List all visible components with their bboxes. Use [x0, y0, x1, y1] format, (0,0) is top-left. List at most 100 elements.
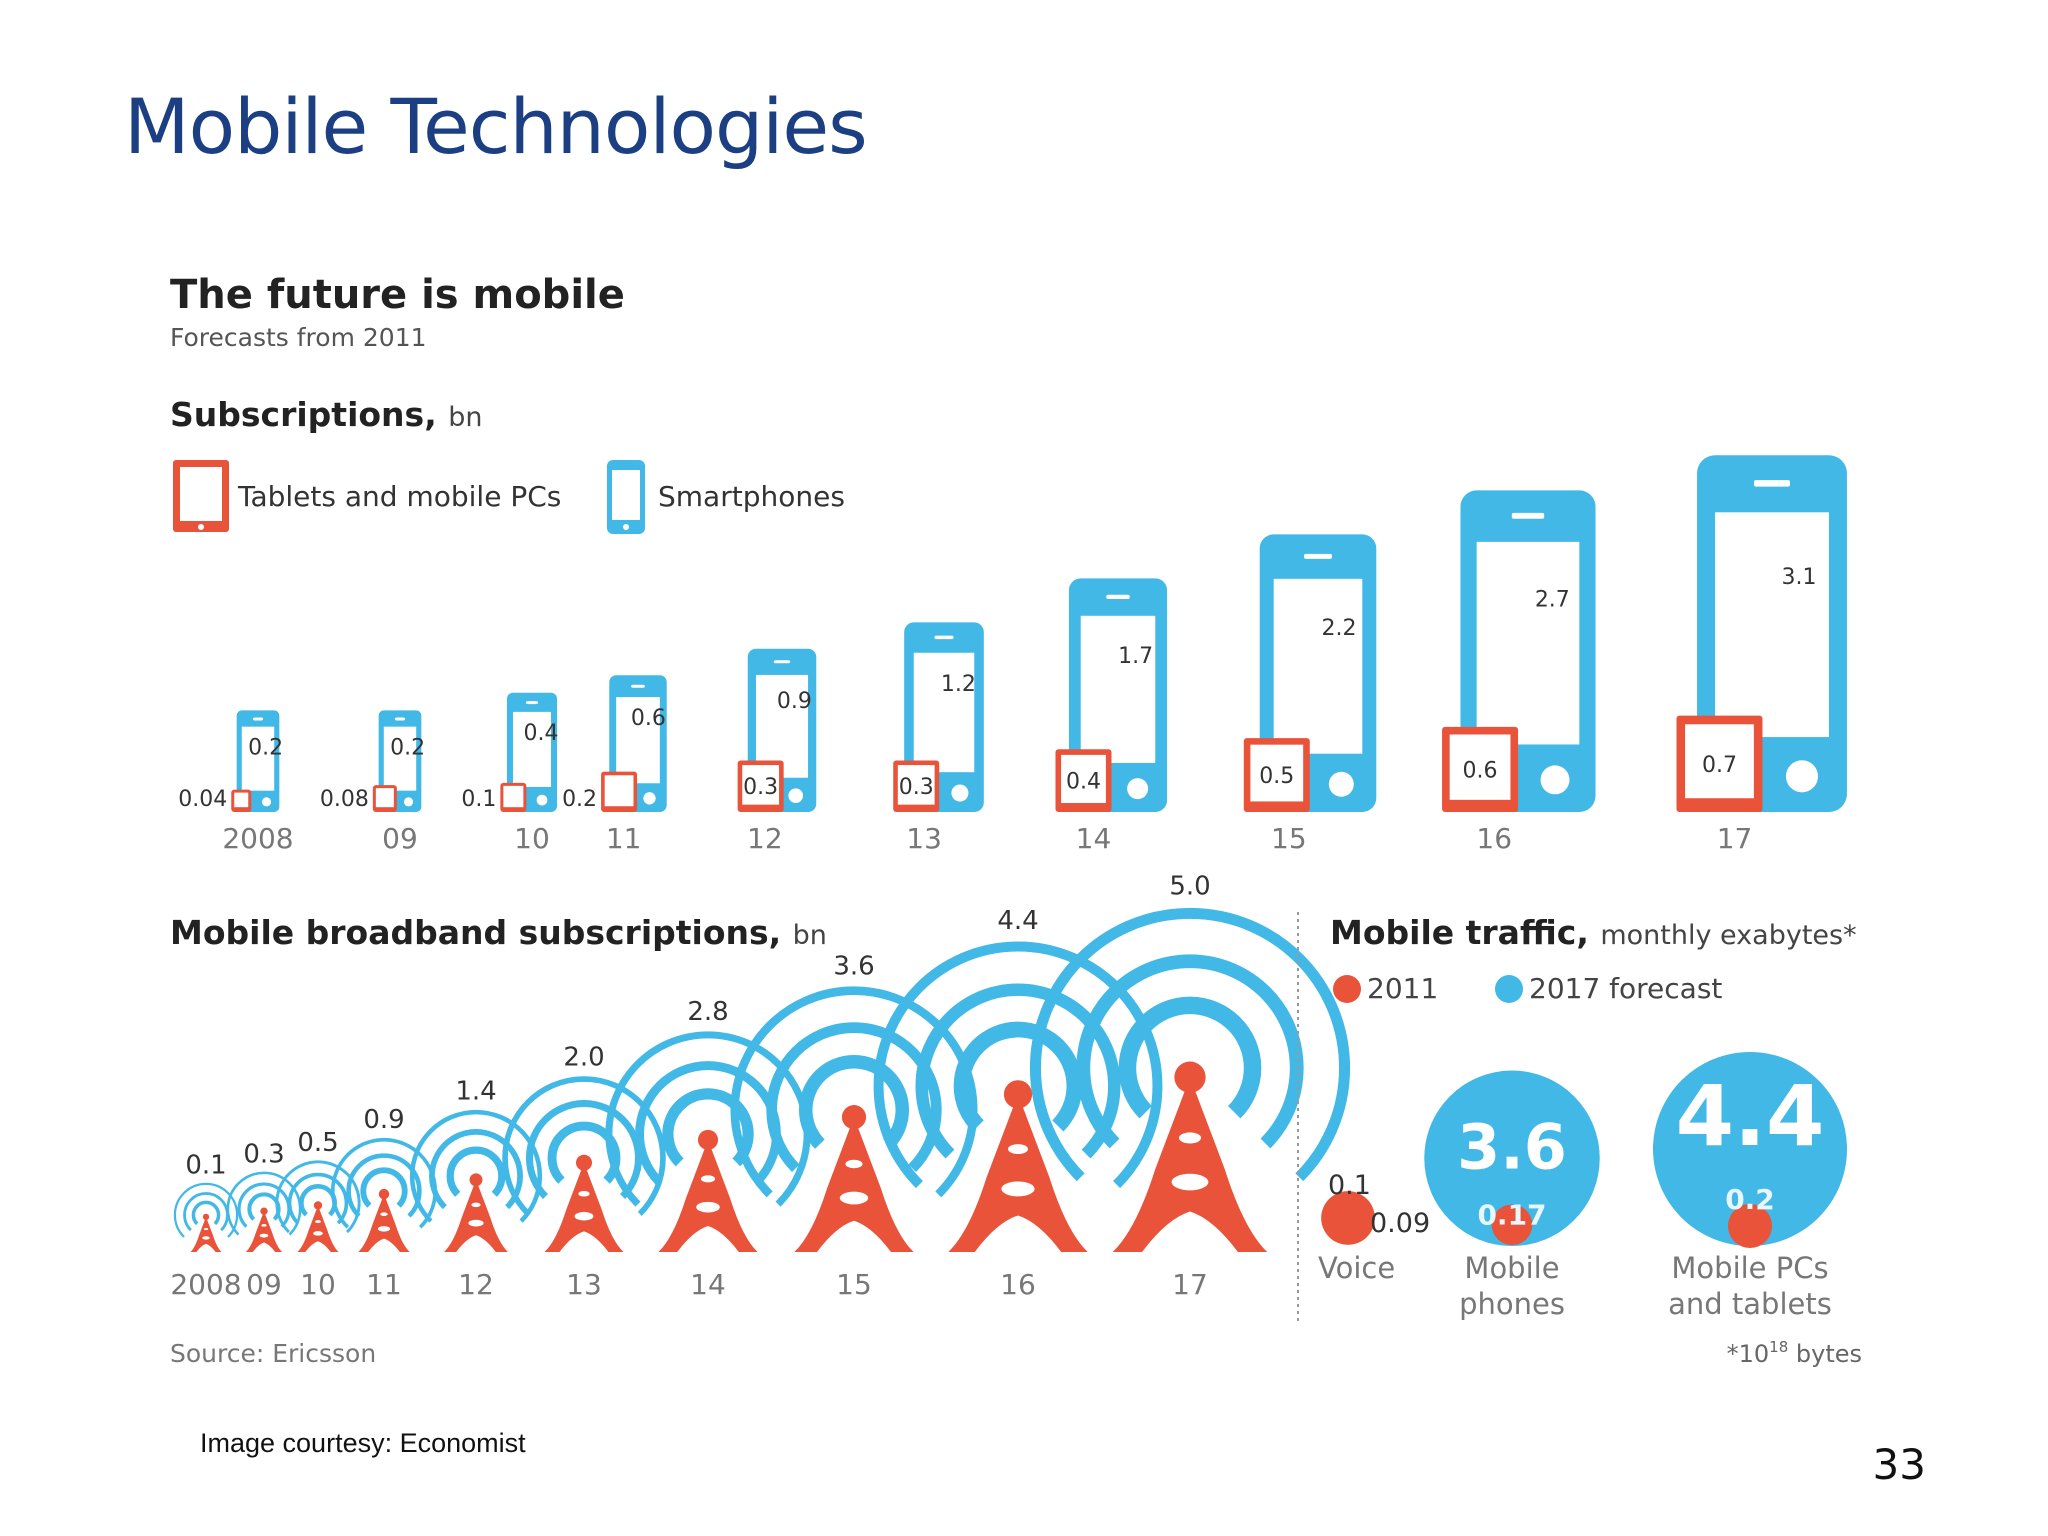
tablet-screen — [1685, 724, 1754, 799]
signal-arc — [605, 1031, 811, 1207]
tower-body — [444, 1179, 508, 1252]
broadband-year-label: 17 — [1172, 1268, 1208, 1301]
subscriptions-title: Subscriptions — [170, 395, 424, 434]
broadband-title: Mobile broadband subscriptions — [170, 913, 769, 952]
bytes-footnote: *1018 bytes — [1727, 1338, 1862, 1368]
subscriptions-chart: 0.2 0.04 2008 0.2 0.08 09 0.4 0.1 10 0.6 0.2 11 0.9 0… — [178, 455, 1847, 855]
tablet-value-label: 0.4 — [1066, 770, 1101, 795]
tower-antenna — [1003, 1080, 1033, 1109]
tower-antenna — [576, 1154, 592, 1171]
smartphone-screen — [1715, 512, 1829, 738]
infographic-subtitle: Forecasts from 2011 — [170, 323, 427, 352]
broadband-year-label: 11 — [366, 1268, 402, 1301]
traffic-2017-bubble — [1424, 1070, 1600, 1247]
smartphone-button — [1127, 778, 1149, 800]
signal-arc — [173, 1182, 239, 1238]
smartphone-bar-6: 1.7 — [1068, 578, 1168, 812]
source-note: Source: Ericsson — [170, 1339, 376, 1368]
traffic-2011-value: 0.09 — [1370, 1208, 1430, 1239]
traffic-2011-value: 0.17 — [1477, 1198, 1546, 1231]
tablet-value-label: 0.5 — [1259, 764, 1294, 789]
tablet-bar-7: 0.5 — [1243, 738, 1310, 812]
broadband-year-label: 2008 — [170, 1268, 241, 1301]
broadband-tower-3 — [330, 1138, 438, 1252]
traffic-2011-bubble — [1728, 1204, 1772, 1248]
tower-window — [1001, 1181, 1035, 1197]
broadband-value-label: 5.0 — [1169, 872, 1210, 902]
traffic-category-label: Mobile — [1464, 1251, 1559, 1285]
traffic-heading: Mobile traffic, monthly exabytes* — [1330, 913, 1857, 952]
tablet-screen — [234, 792, 249, 808]
signal-arc — [409, 1109, 543, 1223]
broadband-tower-5 — [502, 1076, 666, 1252]
signal-arc — [346, 1153, 422, 1218]
smartphone-screen — [383, 726, 417, 791]
subscriptions-unit: bn — [448, 402, 482, 433]
smartphone-speaker — [1754, 480, 1790, 487]
tablet-value-label: 0.3 — [899, 775, 934, 800]
smartphone-speaker — [525, 701, 539, 705]
traffic-bubble-0: 0.1 0.09 — [1321, 1170, 1430, 1245]
tablet-bar-2: 0.1 — [461, 782, 527, 812]
tablet-screen — [375, 788, 394, 808]
traffic-2017-value: 0.1 — [1328, 1170, 1371, 1201]
tower-window — [203, 1227, 209, 1231]
legend-tablets-label: Tablets and mobile PCs — [237, 480, 561, 513]
tablet-value-label: 0.7 — [1702, 753, 1737, 778]
broadband-value-label: 3.6 — [833, 951, 874, 981]
tablet-screen — [1250, 744, 1304, 802]
signal-arc — [662, 1088, 754, 1167]
signal-arc — [799, 1054, 909, 1149]
signal-arc — [525, 1099, 643, 1200]
smartphone-value-label: 0.9 — [777, 689, 812, 714]
smartphone-speaker — [631, 684, 645, 688]
tower-window — [380, 1212, 388, 1217]
subscriptions-year-label: 14 — [1076, 822, 1112, 855]
smartphone-value-label: 0.6 — [631, 706, 666, 731]
page-number: 33 — [1872, 1440, 1926, 1489]
smartphone-speaker — [1106, 594, 1130, 599]
tablet-screen — [897, 765, 935, 805]
tablet-bar-1: 0.08 — [320, 785, 397, 812]
infographic-title: The future is mobile — [170, 272, 625, 318]
tower-window — [696, 1201, 720, 1213]
signal-arc — [1029, 907, 1351, 1182]
broadband-tower-0 — [173, 1182, 239, 1252]
tower-antenna — [469, 1173, 483, 1187]
smartphone-screen — [1476, 541, 1580, 745]
broadband-value-label: 2.8 — [687, 997, 728, 1027]
subscriptions-heading: Subscriptions, bn — [170, 395, 482, 434]
traffic-bubble-2: 4.4 0.2 — [1653, 1052, 1847, 1248]
tower-body — [658, 1139, 758, 1252]
subscriptions-year-label: 16 — [1476, 822, 1512, 855]
tower-window — [839, 1191, 869, 1205]
tower-window — [845, 1159, 863, 1169]
signal-arc — [915, 983, 1121, 1159]
tower-antenna — [1174, 1061, 1206, 1093]
smartphone-speaker — [394, 717, 406, 721]
smartphone-screen — [913, 652, 975, 773]
tower-window — [468, 1219, 484, 1227]
tablet-screen — [1449, 734, 1511, 800]
tablet-screen — [1061, 754, 1106, 804]
traffic-2011-bubble — [1491, 1204, 1533, 1246]
smartphone-speaker — [773, 660, 791, 664]
subscriptions-year-label: 09 — [382, 822, 418, 855]
legend-2011-dot — [1333, 975, 1361, 1003]
smartphone-button — [1328, 771, 1354, 797]
traffic-category-label: Mobile PCs — [1671, 1251, 1828, 1285]
subscriptions-year-label: 12 — [747, 822, 783, 855]
signal-arc — [429, 1129, 523, 1210]
subscriptions-year-label: 17 — [1717, 822, 1753, 855]
tower-window — [261, 1224, 267, 1227]
broadband-value-label: 1.4 — [455, 1077, 496, 1107]
subscriptions-year-label: 11 — [606, 822, 642, 855]
tower-body — [297, 1205, 339, 1252]
tower-body — [1112, 1077, 1268, 1252]
signal-arc — [1076, 954, 1304, 1149]
smartphone-value-label: 0.4 — [524, 721, 559, 746]
smartphone-bar-0: 0.2 — [236, 710, 283, 812]
tower-body — [358, 1194, 410, 1252]
